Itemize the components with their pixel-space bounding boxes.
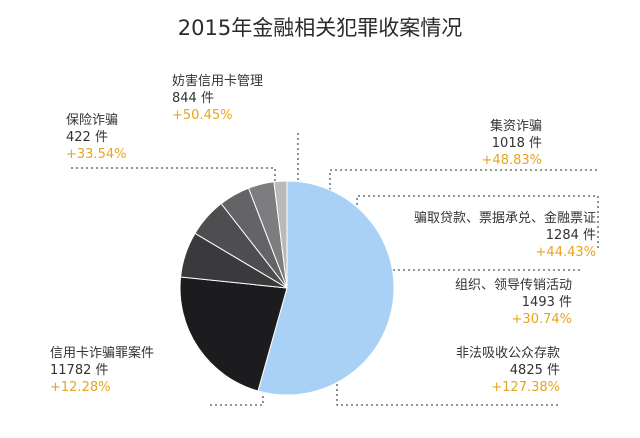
leader-line — [336, 384, 560, 406]
slice-count: 1493 件 — [521, 295, 572, 310]
chart-title: 2015年金融相关犯罪收案情况 — [177, 16, 463, 40]
pie-slice — [257, 180, 395, 396]
slice-count: 1018 件 — [491, 136, 542, 151]
label-fundraising-fraud: 集资诈骗 1018 件 +48.83% — [482, 118, 542, 169]
slice-count: 4825 件 — [509, 363, 560, 378]
pie-slice — [179, 276, 288, 392]
slice-name: 组织、领导传销活动 — [454, 278, 572, 293]
slice-growth: +50.45% — [172, 108, 233, 123]
label-insurance-fraud: 保险诈骗 422 件 +33.54% — [66, 112, 126, 163]
slice-count: 1284 件 — [545, 228, 596, 243]
slice-growth: +48.83% — [481, 153, 542, 168]
slice-count: 11782 件 — [50, 363, 109, 378]
slice-growth: +12.28% — [50, 380, 111, 395]
slice-name: 保险诈骗 — [66, 113, 119, 128]
leader-line — [68, 167, 276, 186]
label-pyramid-selling: 组织、领导传销活动 1493 件 +30.74% — [455, 277, 572, 328]
label-illegal-deposits: 非法吸收公众存款 4825 件 +127.38% — [456, 345, 560, 396]
label-credit-card-fraud: 信用卡诈骗罪案件 11782 件 +12.28% — [50, 345, 154, 396]
slice-name: 妨害信用卡管理 — [172, 74, 264, 89]
slice-growth: +30.74% — [511, 312, 572, 327]
slice-count: 422 件 — [66, 130, 108, 145]
slice-name: 集资诈骗 — [489, 119, 542, 134]
pie-slice — [273, 180, 288, 289]
slice-count: 844 件 — [172, 91, 214, 106]
pie-slices — [179, 180, 395, 396]
label-loan-fraud: 骗取贷款、票据承兑、金融票证 1284 件 +44.43% — [414, 210, 596, 261]
slice-name: 骗取贷款、票据承兑、金融票证 — [413, 211, 596, 226]
slice-name: 非法吸收公众存款 — [455, 346, 560, 361]
slice-growth: +127.38% — [491, 380, 560, 395]
slice-growth: +44.43% — [535, 245, 596, 260]
label-credit-card-management: 妨害信用卡管理 844 件 +50.45% — [172, 73, 263, 124]
slice-growth: +33.54% — [66, 147, 127, 162]
slice-name: 信用卡诈骗罪案件 — [50, 346, 155, 361]
